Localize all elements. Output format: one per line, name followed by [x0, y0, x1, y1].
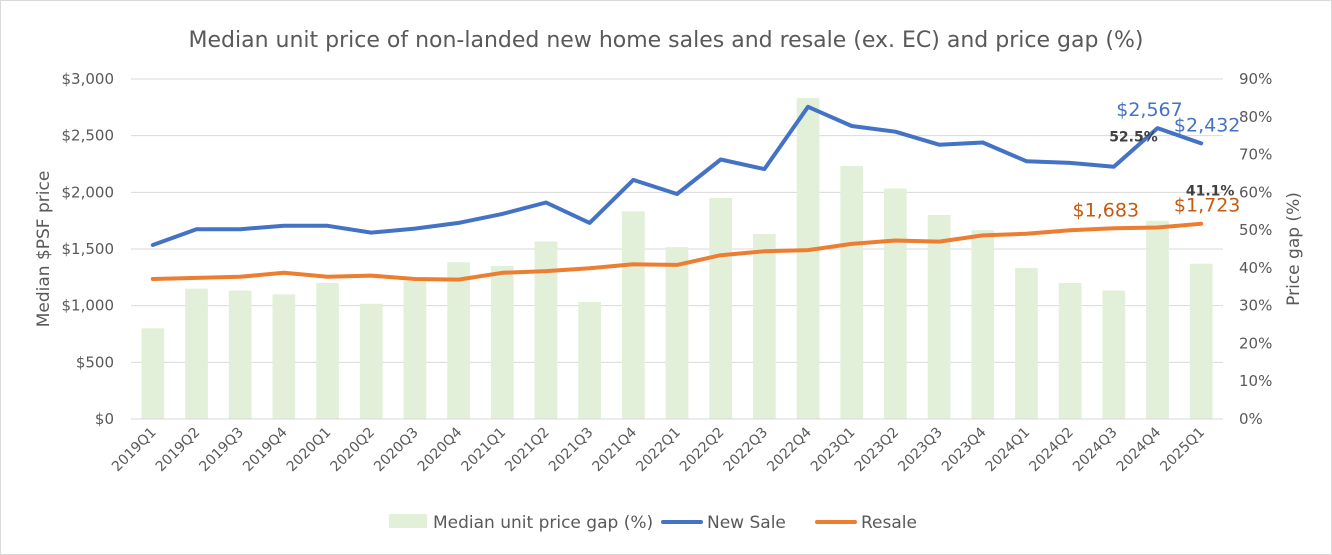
bar — [665, 247, 689, 419]
y2-tick-label: 80% — [1239, 108, 1272, 126]
x-tick-label: 2020Q1 — [284, 425, 335, 476]
x-tick-label: 2025Q1 — [1157, 425, 1208, 476]
y2-axis-title: Price gap (%) — [1284, 192, 1304, 306]
y2-tick-label: 30% — [1239, 297, 1272, 315]
series-line-resale — [150, 221, 1204, 282]
y-tick-label: $1,000 — [62, 297, 115, 315]
y-tick-label: $0 — [95, 410, 114, 428]
chart-title: Median unit price of non-landed new home… — [189, 28, 1144, 53]
x-tick-label: 2020Q4 — [415, 424, 466, 475]
x-tick-label: 2023Q4 — [939, 424, 990, 475]
bar — [1102, 290, 1126, 419]
data-label: $2,432 — [1174, 114, 1240, 136]
x-tick-label: 2024Q1 — [983, 425, 1034, 476]
data-label: $1,683 — [1073, 199, 1139, 221]
y2-tick-label: 10% — [1239, 372, 1272, 390]
x-tick-label: 2023Q3 — [895, 425, 946, 476]
x-tick-label: 2023Q2 — [852, 425, 903, 476]
x-tick-label: 2019Q4 — [240, 424, 291, 475]
data-label: 52.5% — [1109, 130, 1158, 146]
bar — [185, 288, 208, 419]
bar — [141, 328, 165, 419]
x-tick-label: 2019Q3 — [196, 425, 247, 476]
bar — [490, 266, 514, 419]
x-tick-label: 2019Q1 — [109, 425, 160, 476]
data-labels: $2,567$2,432 $1,683 $1,723 52.5% 41.1% — [1073, 99, 1241, 221]
legend-label: New Sale — [707, 513, 786, 533]
data-label: 41.1% — [1186, 184, 1235, 200]
legend-swatch — [389, 514, 427, 528]
x-tick-label: 2024Q3 — [1070, 425, 1121, 476]
y-tick-label: $2,000 — [62, 183, 115, 201]
data-label: $1,723 — [1174, 195, 1240, 217]
x-tick-label: 2019Q2 — [153, 425, 204, 476]
y2-tick-label: 20% — [1239, 334, 1272, 352]
y2-tick-label: 60% — [1239, 183, 1272, 201]
bar — [272, 294, 296, 419]
bar — [840, 165, 864, 419]
bar — [971, 230, 995, 419]
bar — [796, 97, 820, 419]
x-tick-label: 2024Q2 — [1026, 425, 1077, 476]
x-tick-label: 2022Q2 — [677, 425, 728, 476]
legend: Median unit price gap (%) New Sale Resale — [389, 513, 917, 533]
bar — [1146, 220, 1169, 419]
x-tick-label: 2022Q3 — [721, 425, 772, 476]
bar — [884, 188, 907, 419]
x-tick-label: 2020Q2 — [327, 425, 378, 476]
bar — [927, 215, 951, 419]
bar — [316, 283, 339, 419]
bar — [753, 233, 776, 419]
bar — [578, 301, 601, 419]
bar — [1189, 263, 1213, 419]
x-tick-label: 2021Q4 — [590, 424, 641, 475]
bar — [228, 290, 252, 419]
x-tick-label: 2022Q4 — [764, 424, 815, 475]
y-tick-label: $3,000 — [62, 70, 115, 88]
bar-series — [141, 97, 1213, 419]
y2-tick-label: 50% — [1239, 221, 1272, 239]
line-series — [150, 104, 1204, 282]
y2-tick-label: 40% — [1239, 259, 1272, 277]
bar — [359, 303, 383, 419]
x-tick-label: 2021Q1 — [459, 425, 510, 476]
x-tick-label: 2021Q2 — [502, 425, 553, 476]
x-tick-label: 2020Q3 — [371, 425, 422, 476]
bar — [1058, 283, 1082, 419]
y-tick-label: $2,500 — [62, 127, 115, 145]
y2-tick-label: 0% — [1239, 410, 1263, 428]
x-tick-label: 2022Q1 — [633, 425, 684, 476]
series-line-new-sale — [150, 104, 1204, 247]
y-tick-label: $1,500 — [62, 240, 115, 258]
y-axis-title: Median $PSF price — [34, 171, 54, 328]
data-label: $2,567 — [1116, 99, 1182, 121]
bar — [534, 241, 558, 419]
y-tick-label: $500 — [76, 353, 114, 371]
bar — [403, 281, 427, 419]
bar — [621, 211, 645, 419]
y2-tick-label: 90% — [1239, 70, 1272, 88]
x-tick-label: 2023Q1 — [808, 425, 859, 476]
bar — [447, 262, 470, 419]
x-tick-label: 2021Q3 — [546, 425, 597, 476]
x-tick-label: 2024Q4 — [1114, 424, 1165, 475]
bar — [709, 198, 733, 419]
y2-tick-label: 70% — [1239, 146, 1272, 164]
legend-label: Resale — [861, 513, 917, 533]
bar — [1015, 267, 1038, 419]
legend-label: Median unit price gap (%) — [433, 513, 653, 533]
